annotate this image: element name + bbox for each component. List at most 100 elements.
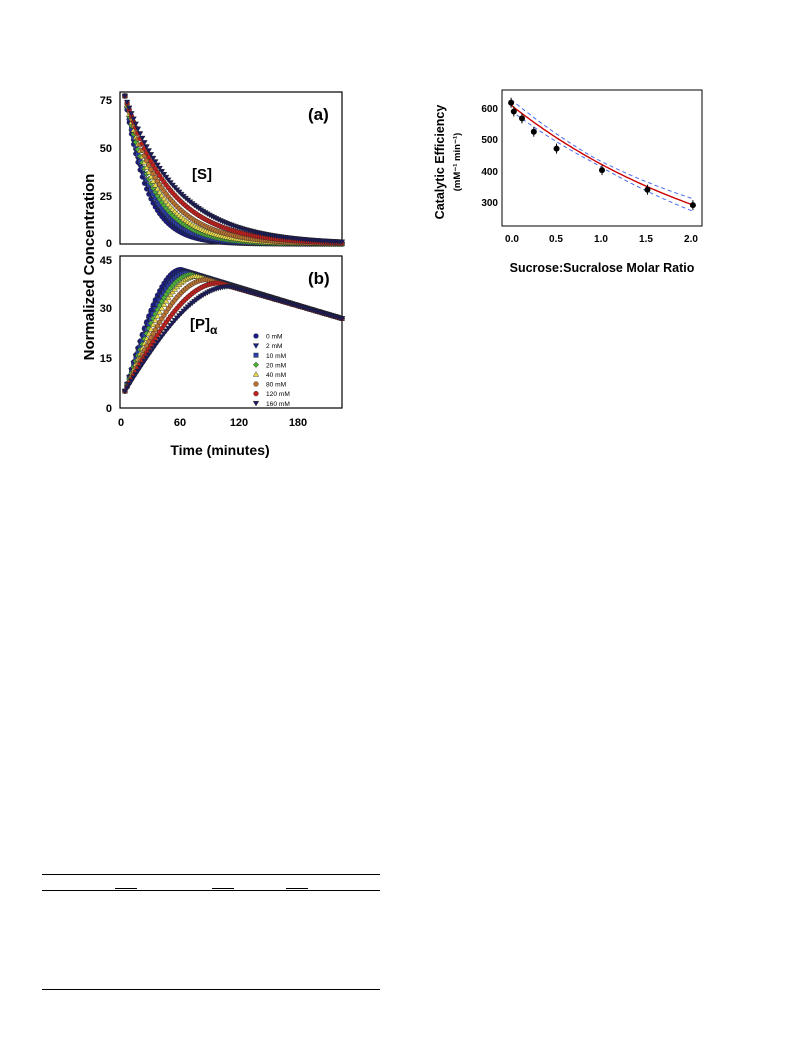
data-point (165, 294, 172, 301)
right-y-tick-300: 300 (481, 198, 498, 209)
data-point (152, 182, 159, 188)
data-point (154, 162, 161, 169)
legend-marker (253, 352, 259, 358)
data-point (152, 317, 159, 323)
data-point (167, 291, 174, 298)
legend-marker (253, 381, 259, 387)
panel-b-frame (119, 255, 343, 409)
legend-marker (252, 361, 260, 368)
data-point (156, 309, 163, 315)
right-x-tick-05: 0.5 (549, 234, 563, 245)
x-ticks: 0 60 120 180 (118, 417, 307, 429)
data-point (150, 346, 157, 352)
table-column-mark (115, 888, 137, 889)
data-point (154, 313, 161, 319)
legend-marker (252, 343, 260, 349)
legend-label: 160 mM (266, 401, 290, 408)
panel-b-plot (121, 266, 346, 395)
y-tick-a-25: 25 (100, 191, 112, 203)
data-point (128, 111, 135, 117)
data-point (163, 297, 170, 304)
data-point (132, 121, 139, 128)
legend-marker (252, 401, 260, 407)
data-point (338, 239, 346, 245)
data-point (126, 105, 133, 112)
legend-marker (253, 333, 259, 339)
data-point (147, 326, 155, 332)
panel-a-tag: (a) (308, 105, 329, 124)
data-point (139, 135, 146, 142)
legend: 0 mM 2 mM 10 mM 20 mM 40 mM 80 mM 120 mM 160 mM (252, 333, 290, 408)
data-point (136, 131, 144, 137)
data-point (145, 148, 152, 154)
data-point (689, 202, 696, 209)
data-point (123, 99, 131, 106)
data-point (130, 375, 137, 381)
data-point (163, 198, 170, 204)
panel-a-species: [S] (192, 166, 212, 183)
data-point (150, 321, 157, 328)
data-point (152, 343, 159, 349)
data-point (134, 368, 142, 375)
data-point (158, 169, 165, 175)
data-point (136, 365, 144, 371)
data-point (156, 189, 163, 195)
data-point (158, 334, 165, 340)
data-point (134, 126, 142, 132)
data-point (158, 305, 165, 311)
legend-label: 0 mM (266, 334, 282, 341)
y-tick-b-45: 45 (100, 255, 112, 267)
panel-a-y-ticks: 75 50 25 0 (100, 95, 112, 250)
data-point (154, 340, 161, 346)
fit-line (510, 104, 694, 206)
y-tick-b-0: 0 (106, 403, 112, 415)
data-point (160, 195, 168, 202)
legend-label: 20 mM (266, 362, 286, 369)
panel-b-tag: (b) (308, 269, 330, 288)
right-y-ticks: 600 500 400 300 (481, 104, 498, 209)
data-point (169, 288, 176, 295)
legend-marker (252, 371, 260, 377)
panel-b-species: [P]α (190, 316, 218, 337)
right-x-ticks: 0.0 0.5 1.0 1.5 2.0 (505, 234, 698, 245)
data-point (508, 99, 515, 106)
x-tick-120: 120 (230, 417, 248, 429)
right-y-tick-500: 500 (481, 135, 498, 146)
table-top-rule (42, 874, 380, 875)
legend-label: 40 mM (266, 372, 286, 379)
legend-label: 80 mM (266, 382, 286, 389)
data-point (145, 352, 152, 358)
data-point (338, 316, 346, 322)
data-point (160, 301, 168, 307)
data-point (553, 145, 560, 152)
data-point (130, 116, 137, 122)
data-point (126, 382, 133, 388)
panel-b-species-main: [P] (190, 316, 210, 333)
y-tick-b-15: 15 (100, 353, 112, 365)
data-point (143, 355, 150, 362)
data-point (519, 115, 525, 122)
data-point (599, 167, 605, 174)
panel-b-species-sub: α (210, 323, 218, 337)
data-point (150, 178, 157, 184)
table-header-rule (42, 890, 380, 891)
data-point (156, 337, 163, 343)
right-plot (508, 97, 696, 212)
data-point (132, 372, 139, 378)
data-point (154, 185, 161, 192)
y-tick-a-0: 0 (106, 238, 112, 250)
legend-label: 10 mM (266, 353, 286, 360)
right-y-axis-label: Catalytic Efficiency (433, 105, 447, 220)
data-point (644, 186, 651, 193)
right-x-tick-15: 1.5 (639, 234, 653, 245)
data-point (510, 108, 517, 115)
data-point (163, 328, 170, 335)
data-point (145, 330, 152, 337)
data-point (121, 93, 129, 100)
legend-marker (253, 391, 259, 397)
data-point (160, 172, 168, 178)
x-tick-60: 60 (174, 417, 186, 429)
right-y-tick-600: 600 (481, 104, 498, 115)
data-point (163, 174, 170, 181)
data-point (143, 144, 150, 150)
